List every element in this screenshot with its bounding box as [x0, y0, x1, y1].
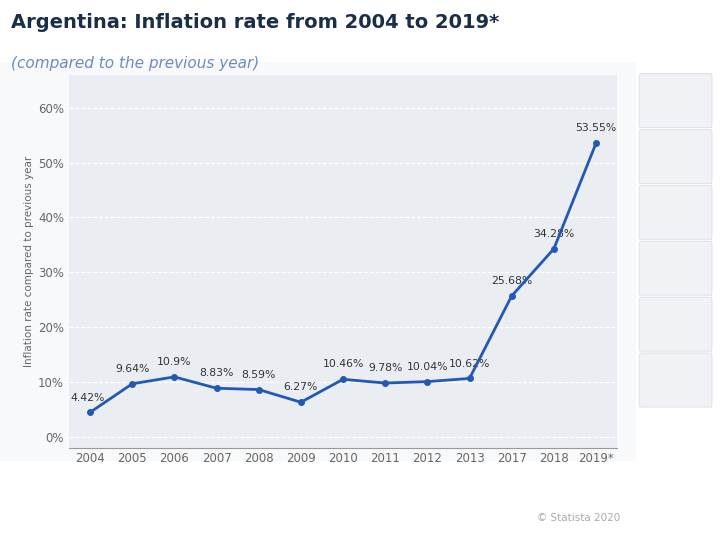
Text: Argentina: Inflation rate from 2004 to 2019*: Argentina: Inflation rate from 2004 to 2… — [11, 13, 499, 32]
Text: 25.68%: 25.68% — [491, 276, 532, 286]
Text: 9.64%: 9.64% — [115, 364, 150, 374]
FancyBboxPatch shape — [640, 297, 712, 351]
Text: 6.27%: 6.27% — [284, 382, 318, 392]
FancyBboxPatch shape — [640, 241, 712, 295]
FancyBboxPatch shape — [640, 130, 712, 183]
Text: © Statista 2020: © Statista 2020 — [537, 512, 621, 523]
Text: 8.59%: 8.59% — [242, 370, 276, 379]
Text: 10.9%: 10.9% — [157, 357, 192, 367]
Text: 10.62%: 10.62% — [449, 359, 490, 369]
Text: 10.46%: 10.46% — [322, 360, 364, 369]
Y-axis label: Inflation rate compared to previous year: Inflation rate compared to previous year — [24, 155, 34, 367]
Text: 4.42%: 4.42% — [70, 392, 105, 403]
Text: 8.83%: 8.83% — [200, 368, 234, 378]
FancyBboxPatch shape — [640, 185, 712, 240]
FancyBboxPatch shape — [640, 353, 712, 407]
Text: 9.78%: 9.78% — [368, 363, 402, 373]
Text: (compared to the previous year): (compared to the previous year) — [11, 56, 259, 71]
FancyBboxPatch shape — [640, 73, 712, 128]
Text: 10.04%: 10.04% — [407, 362, 448, 372]
Text: 53.55%: 53.55% — [576, 123, 616, 133]
Text: 34.28%: 34.28% — [533, 229, 574, 239]
